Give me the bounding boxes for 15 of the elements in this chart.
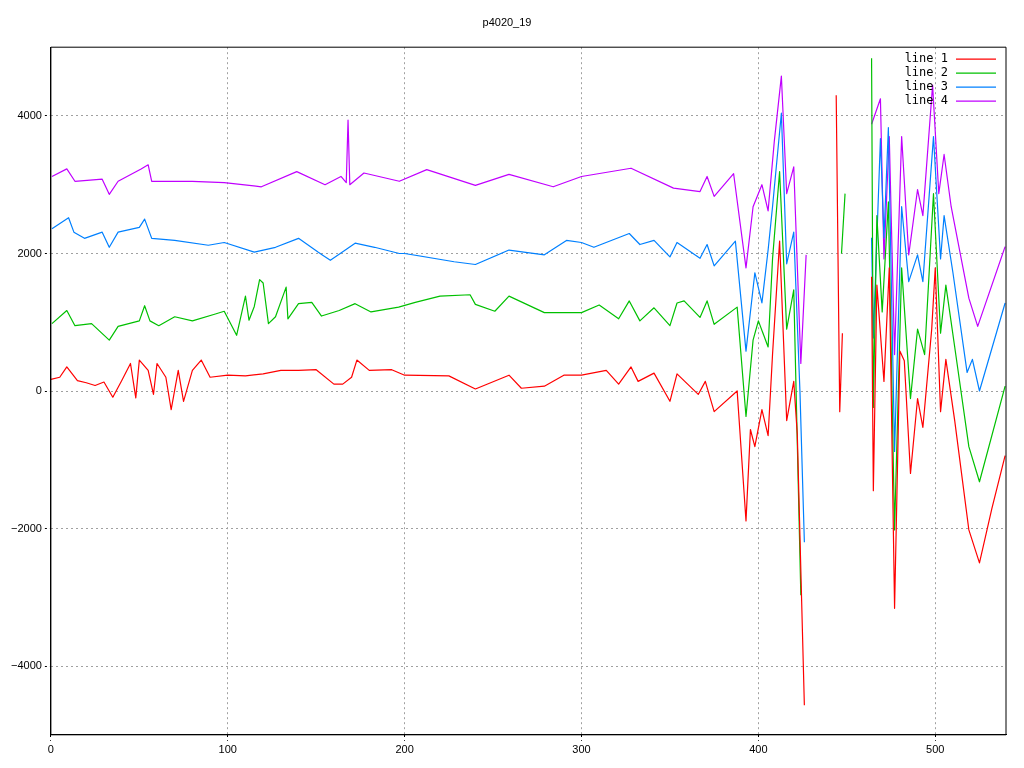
y-tick-label: 4000 (17, 108, 42, 121)
y-tick-label: −2000 (10, 521, 42, 534)
legend-label: line 1 (904, 51, 948, 66)
y-tick-label: 2000 (17, 246, 42, 259)
chart-title: p4020_19 (482, 15, 532, 28)
legend-label: line 2 (904, 65, 948, 80)
x-tick-label: 200 (395, 743, 414, 756)
y-tick-label: 0 (35, 384, 42, 397)
legend-label: line 3 (904, 79, 948, 94)
x-tick-label: 400 (749, 743, 768, 756)
x-tick-label: 500 (926, 743, 945, 756)
x-tick-label: 0 (47, 743, 54, 756)
x-tick-label: 300 (572, 743, 591, 756)
x-tick-label: 100 (218, 743, 237, 756)
y-tick-label: −4000 (10, 659, 42, 672)
